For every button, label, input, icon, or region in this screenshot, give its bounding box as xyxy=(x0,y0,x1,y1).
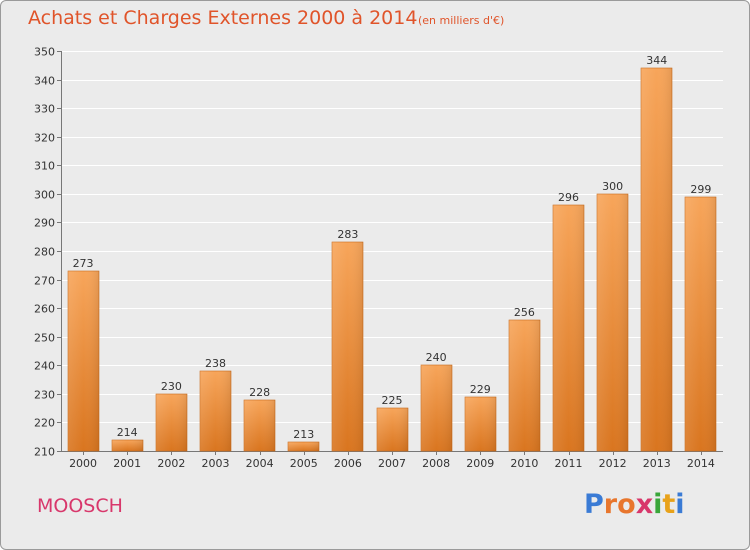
bar-shade xyxy=(332,242,363,451)
y-tick-label: 300 xyxy=(34,189,55,202)
data-label: 296 xyxy=(558,191,579,204)
data-label: 344 xyxy=(646,54,667,67)
bar-shade xyxy=(244,400,275,451)
y-tick-label: 340 xyxy=(34,75,55,88)
y-tick-label: 220 xyxy=(34,417,55,430)
bar-shade xyxy=(597,194,628,451)
x-tick-label: 2010 xyxy=(510,457,538,470)
x-tick-label: 2000 xyxy=(69,457,97,470)
y-tick-labels: 210 220 230 240 250 260 270 280 290 300 310 320 330 3… xyxy=(34,46,55,459)
bar-shade xyxy=(377,408,408,451)
x-tick-label: 2005 xyxy=(290,457,318,470)
y-tick-label: 250 xyxy=(34,332,55,345)
x-tick-label: 2012 xyxy=(599,457,627,470)
x-tick-label: 2002 xyxy=(157,457,185,470)
logo-letter: x xyxy=(635,489,654,520)
bar-shade xyxy=(685,197,716,451)
y-tick-label: 350 xyxy=(34,46,55,59)
data-label: 300 xyxy=(602,180,623,193)
bar-shade xyxy=(553,205,584,451)
bar-shade xyxy=(509,320,540,451)
data-label: 256 xyxy=(514,306,535,319)
logo-letter: t xyxy=(662,489,676,520)
data-label: 299 xyxy=(690,183,711,196)
chart-title: Achats et Charges Externes 2000 à 2014 xyxy=(28,7,418,29)
y-tick-label: 290 xyxy=(34,217,55,230)
data-label: 273 xyxy=(73,257,94,270)
y-tick-label: 270 xyxy=(34,275,55,288)
y-tick-label: 230 xyxy=(34,389,55,402)
axes xyxy=(57,51,723,455)
bar-shade xyxy=(465,397,496,451)
x-tick-labels: 2000 2001 2002 2003 2004 2005 2006 2007 2008 2009… xyxy=(69,457,715,470)
data-labels: 273 214 230 238 228 213 283 225 240 229 256 296 300 3… xyxy=(73,54,712,441)
x-tick-label: 2013 xyxy=(643,457,671,470)
x-tick-label: 2007 xyxy=(378,457,406,470)
bar-shade xyxy=(156,394,187,451)
x-tick-label: 2008 xyxy=(422,457,450,470)
x-tick-label: 2004 xyxy=(246,457,274,470)
x-tick-label: 2003 xyxy=(201,457,229,470)
y-tick-label: 210 xyxy=(34,446,55,459)
x-tick-label: 2001 xyxy=(113,457,141,470)
logo-letter: r xyxy=(603,489,618,520)
data-label: 283 xyxy=(337,228,358,241)
logo-letter: P xyxy=(584,489,604,520)
logo-letter: i xyxy=(653,489,663,520)
data-label: 238 xyxy=(205,357,226,370)
data-label: 214 xyxy=(117,426,138,439)
bar-shade xyxy=(68,271,99,451)
y-tick-label: 320 xyxy=(34,132,55,145)
data-label: 240 xyxy=(426,351,447,364)
x-tick-label: 2006 xyxy=(334,457,362,470)
commune-name: MOOSCH xyxy=(37,495,123,517)
bar-shade xyxy=(112,440,143,451)
proxiti-logo: Proxiti xyxy=(584,489,685,520)
bar-shade xyxy=(288,442,319,451)
y-tick-label: 240 xyxy=(34,360,55,373)
bars xyxy=(67,67,717,452)
bar-shade xyxy=(641,68,672,451)
data-label: 230 xyxy=(161,380,182,393)
y-tick-label: 280 xyxy=(34,246,55,259)
y-tick-label: 260 xyxy=(34,303,55,316)
x-tick-label: 2014 xyxy=(687,457,715,470)
data-label: 225 xyxy=(382,394,403,407)
y-tick-label: 330 xyxy=(34,103,55,116)
bar-shade xyxy=(200,371,231,451)
x-tick-label: 2011 xyxy=(555,457,583,470)
x-tick-label: 2009 xyxy=(466,457,494,470)
logo-letter: o xyxy=(617,489,636,520)
data-label: 213 xyxy=(293,428,314,441)
data-label: 228 xyxy=(249,386,270,399)
chart-subtitle: (en milliers d'€) xyxy=(418,14,505,27)
logo-letter: i xyxy=(675,489,685,520)
data-label: 229 xyxy=(470,383,491,396)
y-tick-label: 310 xyxy=(34,160,55,173)
bar-shade xyxy=(421,365,452,451)
